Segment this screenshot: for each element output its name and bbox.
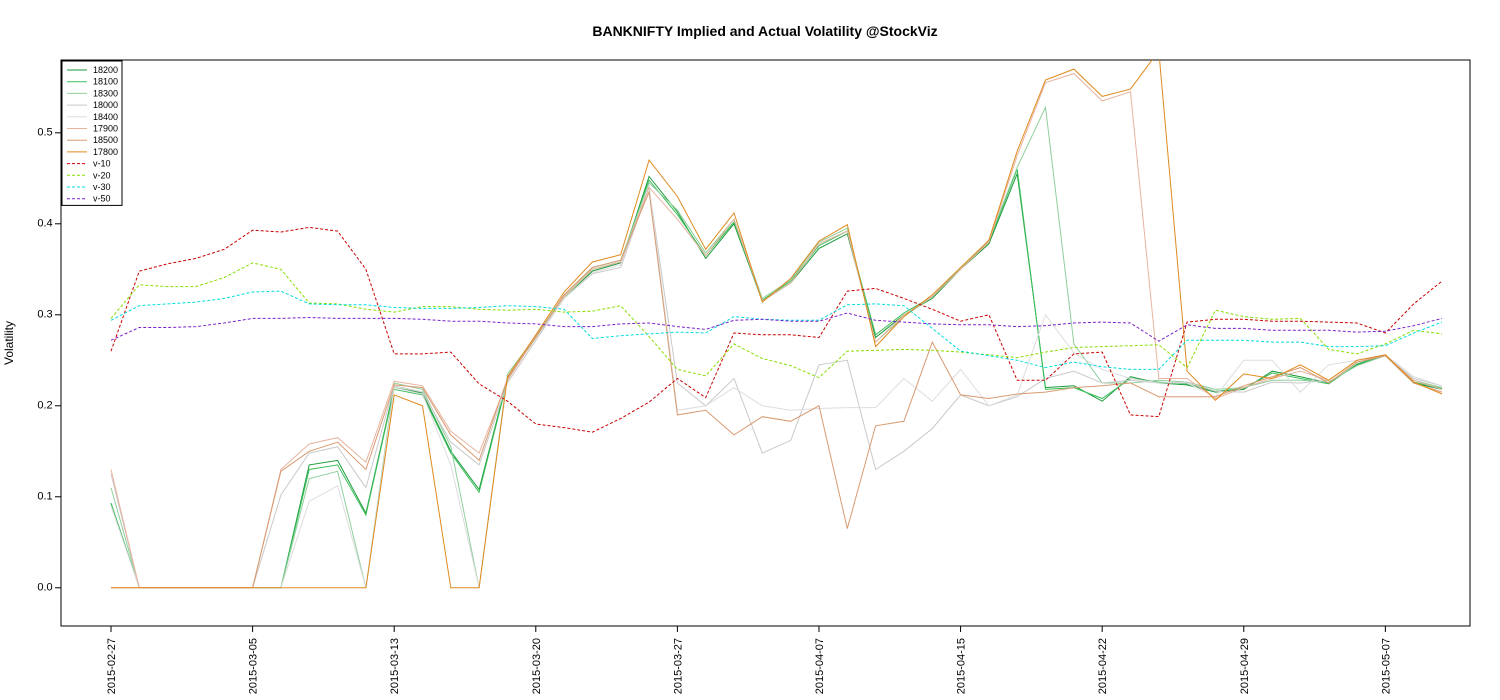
y-tick-label: 0.1 — [37, 491, 52, 503]
series-line-17800 — [111, 60, 1443, 589]
legend-label: 18000 — [93, 100, 118, 110]
legend-label: 18400 — [93, 112, 118, 122]
legend-label: 17800 — [93, 147, 118, 157]
y-tick-label: 0.3 — [37, 309, 52, 321]
legend-box — [61, 60, 123, 206]
x-tick-label: 2015-03-27 — [672, 638, 684, 694]
legend-label: 17900 — [93, 124, 118, 134]
x-tick-label: 2015-04-15 — [956, 638, 968, 694]
legend-label: v-50 — [93, 194, 111, 204]
x-axis: 2015-02-27 2015-03-05 2015-03-13 2015-03-20… — [106, 626, 1392, 694]
x-tick-label: 2015-05-07 — [1380, 638, 1392, 694]
plot-frame — [60, 59, 1471, 627]
x-tick-label: 2015-03-20 — [531, 638, 543, 694]
series-line-18400 — [110, 185, 1443, 589]
x-tick-label: 2015-04-22 — [1097, 638, 1109, 694]
legend-label: v-20 — [93, 170, 111, 180]
series-line-v-20 — [110, 262, 1443, 379]
legend-label: v-10 — [93, 159, 111, 169]
series-line-18500 — [111, 189, 1443, 589]
chart-title: BANKNIFTY Implied and Actual Volatility … — [592, 23, 937, 39]
y-axis-label: Volatility — [2, 321, 16, 365]
x-tick-label: 2015-03-13 — [389, 638, 401, 694]
y-tick-label: 0.0 — [37, 582, 52, 594]
series-line-18300 — [110, 105, 1443, 589]
y-tick-label: 0.5 — [37, 127, 52, 139]
series-line-v-10 — [110, 226, 1443, 433]
legend-label: 18300 — [93, 88, 118, 98]
legend-label: 18500 — [93, 135, 118, 145]
y-axis: 0.0 0.1 0.2 0.3 0.4 0.5 — [37, 127, 61, 594]
series-line-v-50 — [110, 312, 1443, 342]
x-tick-label: 2015-04-07 — [814, 638, 826, 694]
y-tick-label: 0.2 — [37, 400, 52, 412]
y-tick-label: 0.4 — [37, 218, 52, 230]
x-tick-label: 2015-03-05 — [248, 638, 260, 694]
x-tick-label: 2015-02-27 — [106, 638, 118, 694]
series-layer — [110, 60, 1443, 589]
legend-label: 18200 — [93, 65, 118, 75]
series-line-17900 — [110, 73, 1443, 589]
legend-label: v-30 — [93, 182, 111, 192]
legend-label: 18100 — [93, 77, 118, 87]
x-tick-label: 2015-04-29 — [1239, 638, 1251, 694]
series-line-18200 — [110, 171, 1443, 589]
series-line-18100 — [110, 169, 1443, 589]
